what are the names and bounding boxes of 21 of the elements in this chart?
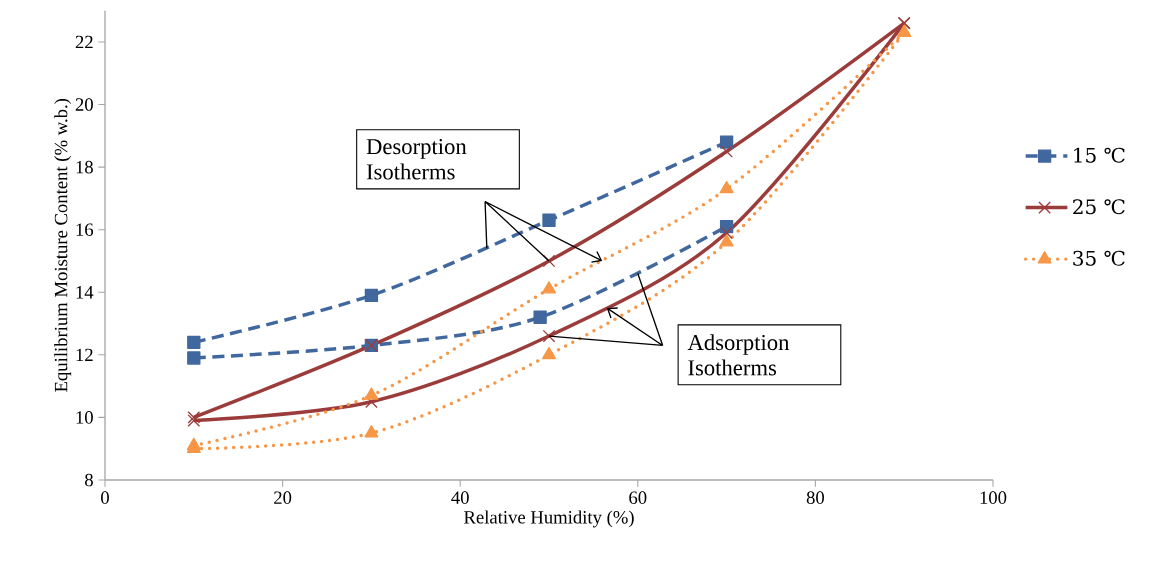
legend-label: 35 ℃ [1073,250,1125,266]
annotation: Adsorption Isotherms [687,334,790,376]
legend-label: 15 ℃ [1074,147,1125,163]
x-tick-label: 100 [980,491,1007,504]
x-tick-label: 20 [274,491,292,504]
annotation: Desorption Isotherms [366,138,467,180]
x-tick-label: 60 [629,491,647,504]
y-tick-label: 16 [76,223,94,236]
y-tick-label: 22 [75,35,93,49]
y-tick-label: 14 [76,286,94,299]
x-tick-label: 80 [806,491,825,504]
y-tick-label: 12 [76,348,93,362]
legend-label: 25 ℃ [1073,199,1125,215]
y-tick-label: 10 [76,411,93,424]
y-tick-label: 20 [75,98,93,111]
x-tick-label: 40 [451,491,469,504]
x-tick-label: 0 [101,491,109,504]
x-axis-title: Relative Humidity (%) [464,510,634,528]
y-axis-title: Equilibrium Moisture Content (% w.b.) [54,98,72,392]
y-tick-label: 18 [76,160,93,174]
y-tick-label: 8 [85,473,93,487]
